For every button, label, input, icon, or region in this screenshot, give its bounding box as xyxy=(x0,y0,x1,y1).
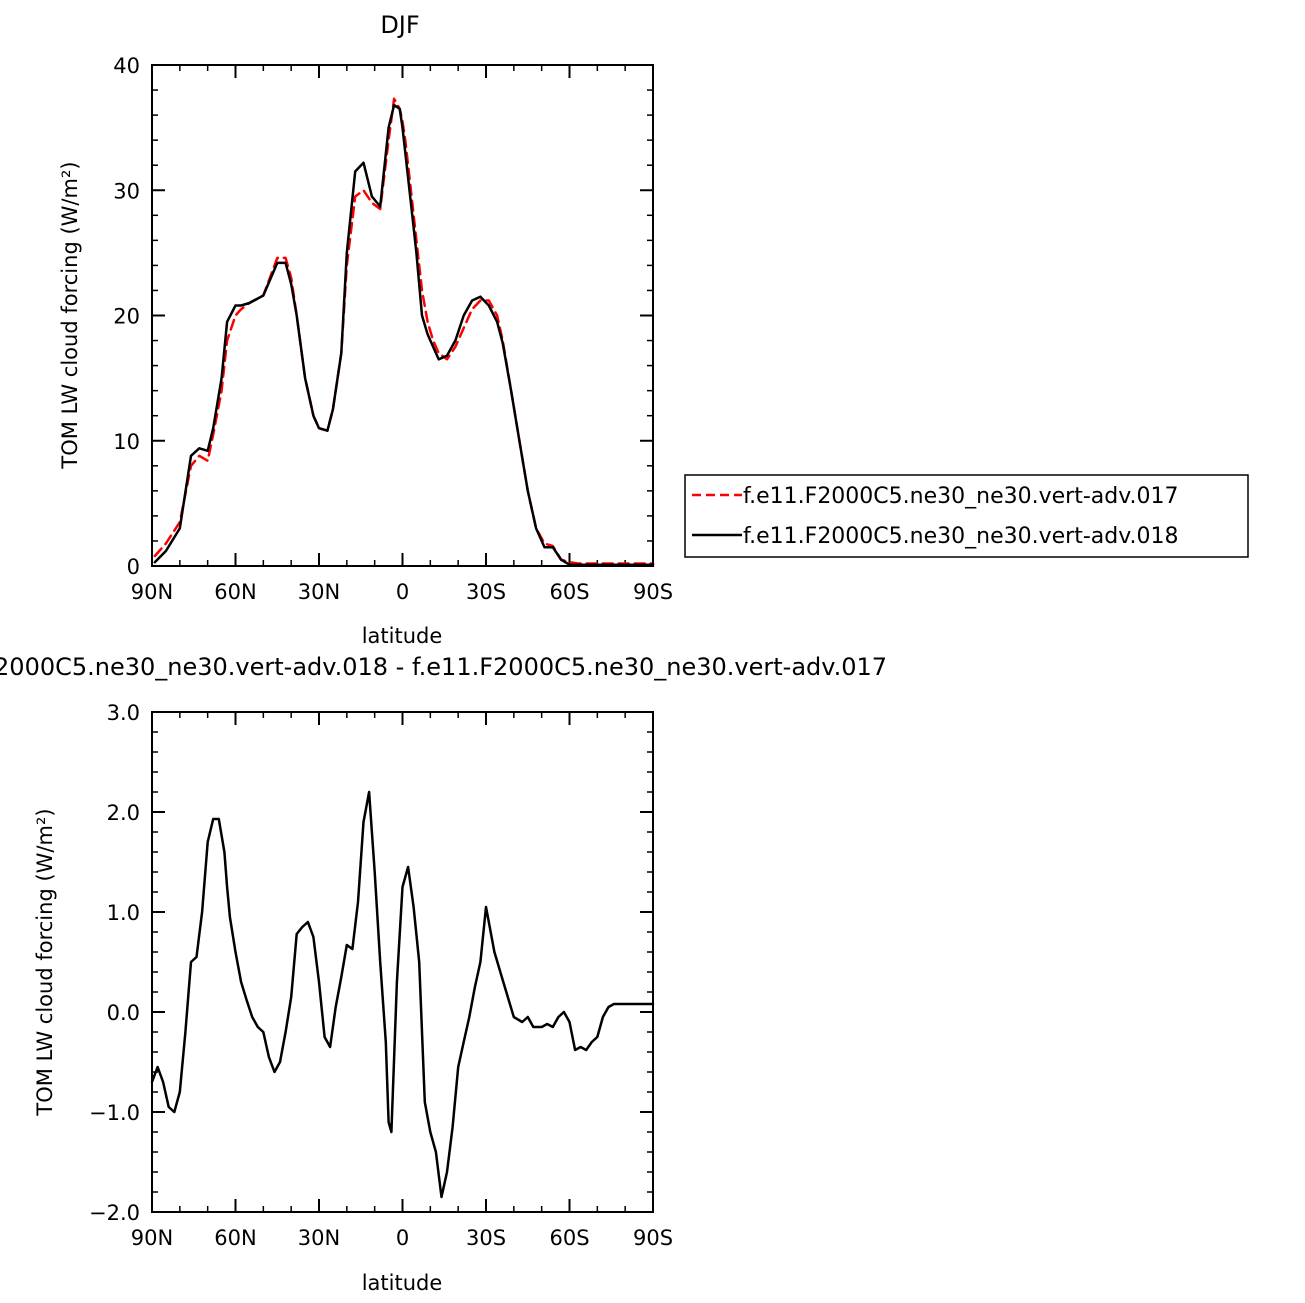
legend-box xyxy=(684,474,1249,558)
bottom-x-tick-label: 90S xyxy=(633,1226,673,1250)
bottom-panel-title: f.e11.F2000C5.ne30_ne30.vert-adv.018 - f… xyxy=(0,653,887,681)
top-x-tick-label: 0 xyxy=(396,580,409,604)
bottom-x-tick-label: 30S xyxy=(466,1226,506,1250)
top-x-tick-label: 60S xyxy=(549,580,589,604)
bottom-y-tick-label: 2.0 xyxy=(107,801,140,825)
top-x-tick-label: 90S xyxy=(633,580,673,604)
top-y-tick-label: 40 xyxy=(113,54,140,78)
top-panel-ylabel: TOM LW cloud forcing (W/m²) xyxy=(58,161,82,469)
top-panel-frame xyxy=(151,64,654,567)
bottom-x-tick-label: 60S xyxy=(549,1226,589,1250)
bottom-y-tick-label: 1.0 xyxy=(107,901,140,925)
bottom-panel-xlabel: latitude xyxy=(362,1271,443,1295)
top-panel-ticks: 90N 60N 30N 0 30S 60S 90S 0 10 20 30 40 xyxy=(113,54,673,604)
bottom-panel-lines xyxy=(150,790,655,1199)
bottom-x-tick-label: 60N xyxy=(214,1226,256,1250)
bottom-panel-ylabel: TOM LW cloud forcing (W/m²) xyxy=(33,808,57,1116)
legend-label-017: f.e11.F2000C5.ne30_ne30.vert-adv.017 xyxy=(743,484,1179,509)
top-x-tick-label: 90N xyxy=(131,580,173,604)
top-panel: DJF 90N 60N 30N 0 30S 60S 90S 0 10 20 30 40 latitud… xyxy=(58,11,673,648)
top-y-tick-label: 10 xyxy=(113,430,140,454)
bottom-y-tick-label: 3.0 xyxy=(107,701,140,725)
legend: f.e11.F2000C5.ne30_ne30.vert-adv.017 f.e… xyxy=(684,474,1249,558)
top-series-line-0 xyxy=(153,97,655,565)
bottom-x-tick-label: 90N xyxy=(131,1226,173,1250)
top-x-tick-label: 30N xyxy=(298,580,340,604)
bottom-x-tick-label: 30N xyxy=(298,1226,340,1250)
bottom-x-tick-label: 0 xyxy=(396,1226,409,1250)
bottom-y-tick-label: −1.0 xyxy=(89,1101,140,1125)
bottom-y-tick-label: −2.0 xyxy=(89,1201,140,1225)
top-y-tick-label: 0 xyxy=(127,555,140,579)
top-x-tick-label: 60N xyxy=(214,580,256,604)
bottom-y-tick-label: 0.0 xyxy=(107,1001,140,1025)
top-panel-title: DJF xyxy=(380,11,419,39)
top-panel-lines xyxy=(153,97,655,566)
legend-label-018: f.e11.F2000C5.ne30_ne30.vert-adv.018 xyxy=(743,524,1179,549)
top-y-tick-label: 20 xyxy=(113,305,140,329)
bottom-series-line-0 xyxy=(150,790,655,1199)
bottom-panel: f.e11.F2000C5.ne30_ne30.vert-adv.018 - f… xyxy=(0,653,887,1295)
top-series-line-1 xyxy=(153,103,655,566)
top-x-tick-label: 30S xyxy=(466,580,506,604)
bottom-panel-frame xyxy=(151,711,654,1213)
top-panel-xlabel: latitude xyxy=(362,624,443,648)
top-y-tick-label: 30 xyxy=(113,179,140,203)
